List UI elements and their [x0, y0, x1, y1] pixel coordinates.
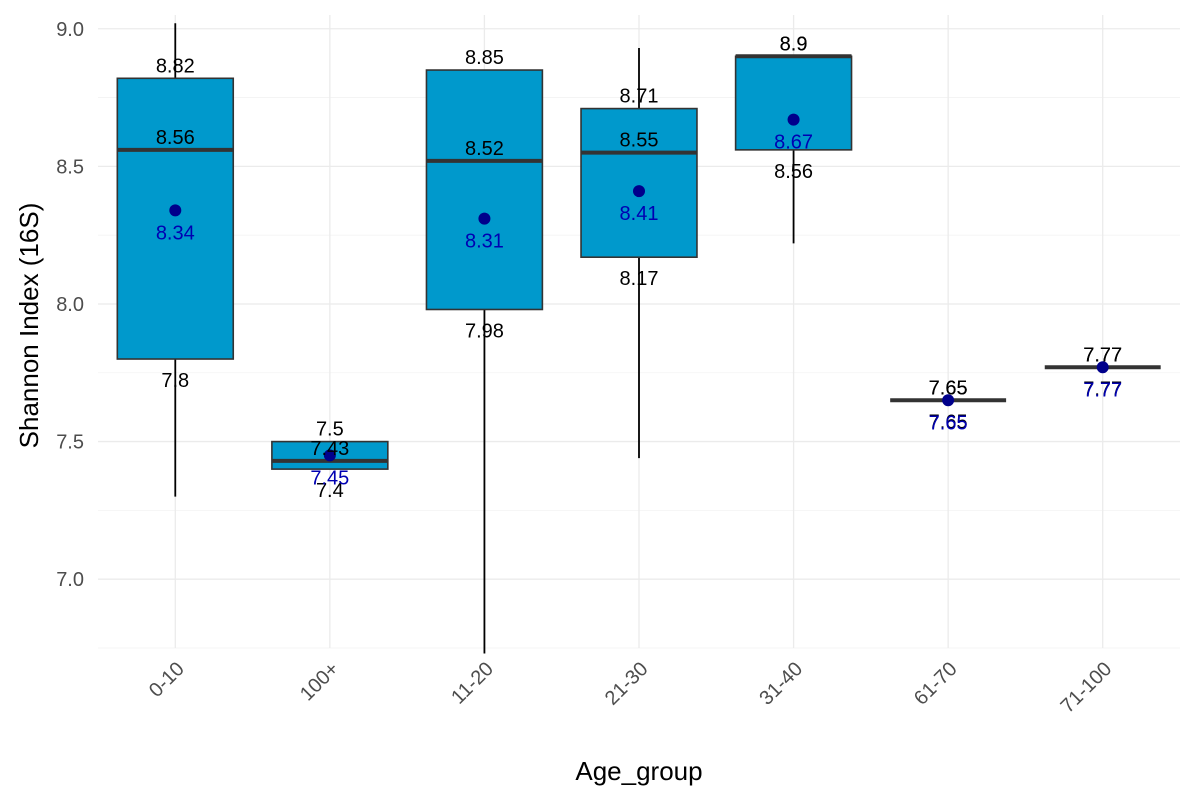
x-tick-label: 100+	[296, 658, 343, 705]
median-label: 8.56	[156, 127, 195, 149]
q3-label: 7.65	[929, 377, 968, 399]
median-label: 8.55	[620, 130, 659, 152]
box-body	[116, 77, 235, 360]
mean-point	[942, 394, 955, 407]
mean-point	[478, 212, 491, 225]
y-tick-label: 8.0	[56, 294, 84, 316]
x-tick-label: 71-100	[1057, 658, 1117, 718]
q3-label: 8.85	[465, 47, 504, 69]
stat-labels: 8.82 8.56 7.8 8.34 7.57.43 7.47.45 8.85 8.52 7.9…	[156, 33, 1122, 502]
y-tick-label: 7.0	[56, 569, 84, 591]
mean-point	[787, 113, 800, 126]
q1-label: 7.65	[929, 411, 968, 433]
q1-label: 8.56	[774, 161, 813, 183]
mean-label: 8.34	[156, 222, 195, 244]
box-71-100	[1044, 361, 1161, 374]
y-tick-label: 8.5	[56, 156, 84, 178]
median-label: 8.52	[465, 138, 504, 160]
q3-label: 8.71	[620, 86, 659, 108]
median-label: 7.43	[310, 438, 349, 460]
median-label: 8.9	[780, 33, 808, 55]
x-tick-label: 31-40	[755, 658, 807, 710]
mean-point	[1096, 361, 1109, 374]
mean-point	[169, 204, 182, 217]
q1-label: 7.8	[161, 370, 189, 392]
mean-label: 7.45	[310, 467, 349, 489]
box-21-30	[580, 48, 698, 459]
box-body	[580, 107, 698, 258]
q3-label: 8.82	[156, 55, 195, 77]
mean-label: 8.31	[465, 231, 504, 253]
box-body	[425, 69, 544, 311]
q1-label: 7.4	[316, 480, 344, 502]
q1-label: 7.77	[1083, 378, 1122, 400]
box-31-40	[734, 54, 853, 244]
box-0-10	[116, 23, 235, 497]
x-tick-label: 11-20	[447, 658, 498, 709]
y-axis-title: Shannon Index (16S)	[14, 203, 44, 449]
boxes	[116, 23, 1161, 654]
x-tick-label: 61-70	[910, 658, 962, 710]
box-100+	[271, 440, 389, 470]
q3-label: 8.9	[780, 33, 808, 55]
mean-label: 8.41	[620, 203, 659, 225]
x-axis-ticks: 0-10 100+ 11-20 21-30 31-40 61-70 71-100	[145, 658, 1116, 718]
y-tick-label: 7.5	[56, 432, 84, 454]
q1-label: 7.98	[465, 320, 504, 342]
box-11-20	[425, 69, 544, 654]
mean-label: 8.67	[774, 132, 813, 154]
x-tick-label: 0-10	[145, 658, 189, 702]
median-label: 7.65	[929, 377, 968, 399]
q1-label: 8.17	[620, 268, 659, 290]
box-body	[734, 55, 853, 151]
mean-label: 7.77	[1083, 379, 1122, 401]
y-tick-label: 9.0	[56, 19, 84, 41]
mean-point	[633, 185, 645, 198]
x-tick-label: 21-30	[601, 658, 653, 710]
q3-label: 7.5	[316, 419, 344, 441]
q3-label: 7.77	[1083, 344, 1122, 366]
median-label: 7.77	[1083, 344, 1122, 366]
box-61-70	[890, 394, 1007, 407]
mean-label: 7.65	[929, 412, 968, 434]
mean-point	[323, 449, 336, 462]
x-axis-title: Age_group	[575, 756, 702, 786]
y-axis-ticks: 7.0 7.5 8.0 8.5 9.0	[56, 19, 84, 591]
